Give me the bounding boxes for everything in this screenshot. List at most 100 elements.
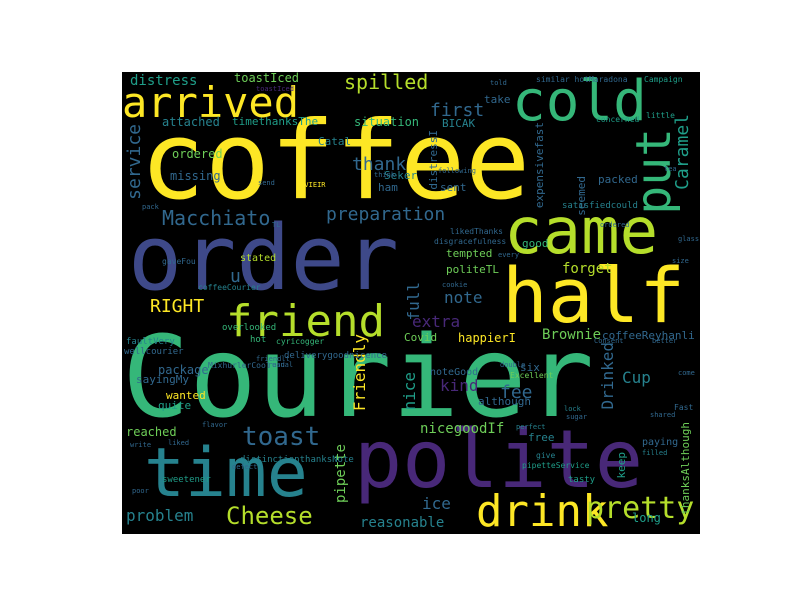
word-although: although bbox=[478, 395, 531, 408]
word-arrived: arrived bbox=[122, 78, 300, 127]
word-friendly: Friendly bbox=[350, 334, 369, 412]
word-time: time bbox=[144, 434, 308, 513]
word-fast: Fast bbox=[674, 403, 694, 412]
word-filled: filled bbox=[642, 449, 668, 457]
word-better: better bbox=[652, 337, 678, 345]
word-cold: cold bbox=[512, 72, 647, 134]
word-timethanksthe: timethanksThe bbox=[232, 115, 319, 128]
word-glass: glass bbox=[678, 235, 700, 243]
word-polite: polite bbox=[354, 413, 643, 506]
word-drink: drink bbox=[476, 486, 609, 534]
word-every: every bbox=[498, 251, 520, 259]
word-nicegoodif: nicegoodIf bbox=[420, 421, 505, 437]
word-free: free bbox=[528, 431, 555, 444]
word-liked: liked bbox=[168, 439, 190, 447]
word-fee: fee bbox=[500, 382, 533, 403]
word-macchiato: Macchiato bbox=[162, 206, 271, 230]
word-ordered-small: ordered bbox=[600, 221, 630, 229]
word-cyricogger: cyricogger bbox=[276, 337, 325, 346]
word-u: u bbox=[230, 266, 241, 287]
word-distress: distress bbox=[130, 73, 198, 89]
word-half: half bbox=[502, 251, 686, 340]
word-tempted: tempted bbox=[446, 247, 493, 260]
word-coffee: coffee bbox=[140, 99, 531, 224]
word-cup: Cup bbox=[622, 368, 651, 387]
word-similar: similar hotMaradona bbox=[536, 75, 628, 84]
word-faultvery: faultVery bbox=[126, 337, 175, 347]
word-little: little bbox=[646, 111, 675, 120]
word-bicak: BICAK bbox=[442, 117, 476, 130]
word-preparation: preparation bbox=[326, 204, 446, 225]
word-disgracefulness: disgracefulness bbox=[434, 237, 507, 246]
word-reasonable: reasonable bbox=[360, 515, 445, 531]
word-lock: lock bbox=[564, 405, 581, 413]
word-take: take bbox=[484, 93, 511, 106]
word-first: first bbox=[430, 100, 485, 121]
word-good: good bbox=[522, 237, 549, 250]
word-attached: attached bbox=[162, 115, 220, 129]
word-sugar: sugar bbox=[566, 413, 588, 421]
word-flavor: flavor bbox=[202, 421, 228, 429]
word-pack: pack bbox=[142, 203, 159, 211]
word-sent: sent bbox=[440, 181, 467, 194]
word-come: come bbox=[678, 369, 695, 377]
word-wanted: wanted bbox=[166, 389, 206, 402]
word-missing: missing bbox=[170, 169, 221, 183]
word-coffeereyhanli: coffeeReyhanli bbox=[602, 329, 695, 342]
word-notegood: noteGood bbox=[430, 367, 479, 378]
word-savieir: SAVIEIR bbox=[296, 181, 326, 189]
word-size: size bbox=[672, 257, 689, 265]
word-give: give bbox=[536, 451, 556, 460]
word-distressi: distressI bbox=[427, 130, 440, 190]
word-double: double bbox=[500, 361, 526, 369]
word-situation: situation bbox=[354, 115, 420, 129]
word-concerned: concerned bbox=[596, 115, 640, 124]
word-cloud: coffee order Courier polite time came ha… bbox=[122, 72, 700, 534]
word-excellent: Excellent bbox=[510, 371, 554, 380]
word-catal: Catal bbox=[318, 135, 352, 148]
word-caramel: Caramel bbox=[672, 114, 693, 190]
word-ordered: ordered bbox=[172, 147, 223, 161]
word-long: long bbox=[632, 511, 661, 525]
word-wellcourier: wellcourier bbox=[124, 347, 184, 357]
word-nice: nice bbox=[400, 372, 419, 411]
word-seker: Seker bbox=[384, 169, 418, 182]
word-gavefou: gaveFou bbox=[162, 257, 196, 266]
word-right: RIGHT bbox=[150, 296, 205, 317]
word-ham: ham bbox=[378, 181, 398, 194]
word-friend: friend bbox=[226, 296, 385, 347]
word-full: full bbox=[404, 282, 423, 321]
word-toasticed: toastIced bbox=[234, 72, 300, 85]
word-pretty: pretty bbox=[586, 491, 695, 526]
word-coffeecourier: coffeeCourier bbox=[198, 283, 261, 292]
word-quite: quite bbox=[158, 399, 192, 412]
word-hot: hot bbox=[250, 335, 267, 345]
word-keep: keep bbox=[615, 452, 628, 479]
word-pipetteservice: pipetteService bbox=[522, 461, 590, 470]
word-kind: kind bbox=[440, 376, 479, 395]
word-consent: Consent bbox=[594, 337, 624, 345]
word-cookie: cookie bbox=[442, 281, 468, 289]
word-package: package bbox=[158, 363, 209, 377]
word-send: send bbox=[258, 179, 275, 187]
word-sayingmy: sayingMy bbox=[136, 373, 189, 386]
word-tea: tea bbox=[664, 165, 677, 173]
word-spilled: spilled bbox=[344, 72, 429, 94]
word-shared: shared bbox=[650, 411, 676, 419]
word-ice: ice bbox=[422, 494, 451, 513]
word-drinked: Drinked bbox=[598, 342, 617, 410]
word-distinctionthankshote: distinctionthanksNote bbox=[240, 455, 354, 465]
word-satisfiedcould: satisfiedcould bbox=[562, 201, 638, 211]
word-overlooked: overlooked bbox=[222, 323, 277, 333]
word-sweetener: sweetener bbox=[162, 475, 211, 485]
word-covid: Covid bbox=[404, 331, 438, 344]
word-happieri: happierI bbox=[458, 331, 516, 345]
word-toasticed-small: toastIced bbox=[256, 85, 294, 93]
word-paying: paying bbox=[642, 437, 679, 448]
word-deliverygoodnicence: deliverygoodnicence bbox=[284, 351, 387, 361]
word-defect: defect bbox=[232, 463, 258, 471]
word-order: order bbox=[128, 206, 399, 311]
word-thanksalthough: thanksAlthough bbox=[679, 422, 692, 515]
word-likedthanks: likedThanks bbox=[450, 227, 503, 236]
word-pipette: pipette bbox=[333, 444, 349, 504]
